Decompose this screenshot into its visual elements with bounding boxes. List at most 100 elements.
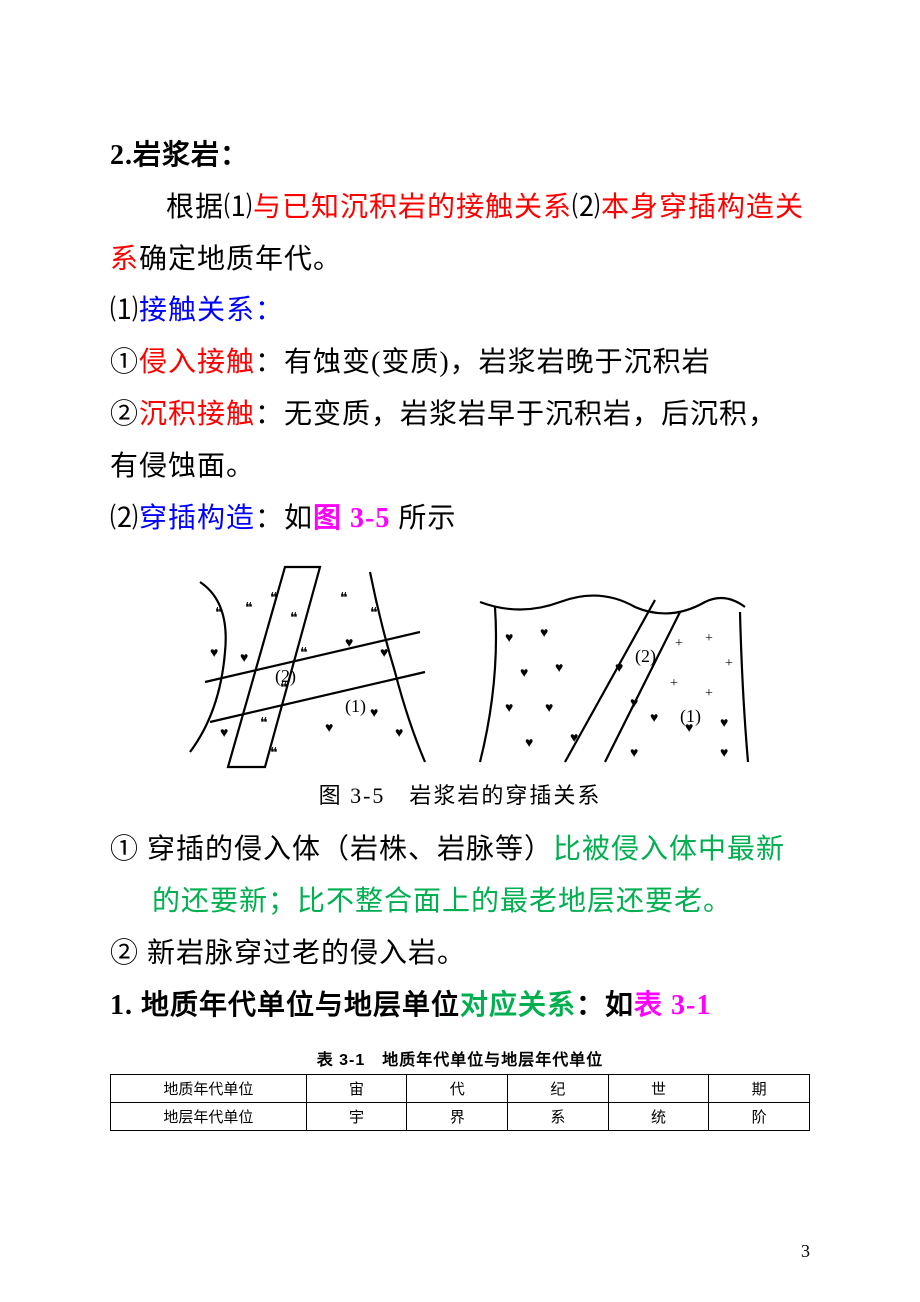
svg-text:♥: ♥ xyxy=(545,701,553,716)
p1-green1: 比被侵入体中最新 xyxy=(553,834,785,865)
table-row: 地质年代单位 宙 代 纪 世 期 xyxy=(111,1074,810,1102)
fig-right-label2: (2) xyxy=(635,646,656,667)
svg-text:♥: ♥ xyxy=(630,696,638,711)
p1-green2: 的还要新；比不整合面上的最老地层还要老。 xyxy=(152,886,732,917)
table-cell: 界 xyxy=(407,1102,508,1130)
item2-num: ② xyxy=(110,399,139,430)
section2-title: 岩浆岩： xyxy=(133,140,249,171)
sub1-num: ⑴ xyxy=(110,295,139,326)
item2-text-a: ：无变质，岩浆岩早于沉积岩，后沉积， xyxy=(255,399,777,430)
table-cell: 世 xyxy=(608,1074,709,1102)
page-number: 3 xyxy=(801,1241,810,1262)
afterfig-p2: ② 新岩脉穿过老的侵入岩。 xyxy=(110,928,810,980)
figure-left: ❝❝❝ ❝❝ ♥♥ ♥♥ ❝❝❝ ❝❝ ♥♥♥♥ (2) (1) xyxy=(170,562,430,772)
svg-text:❝: ❝ xyxy=(260,716,268,731)
svg-text:+: + xyxy=(705,631,713,646)
sub1: ⑴接触关系： xyxy=(110,285,810,337)
svg-text:♥: ♥ xyxy=(210,646,218,661)
section1-text-a: 地质年代单位与地层单位 xyxy=(141,990,460,1021)
afterfig-p1-line2: 的还要新；比不整合面上的最老地层还要老。 xyxy=(110,876,810,928)
svg-text:♥: ♥ xyxy=(345,636,353,651)
sub2: ⑵穿插构造：如图 3-5 所示 xyxy=(110,493,810,545)
svg-text:♥: ♥ xyxy=(630,746,638,761)
item1-label: 侵入接触 xyxy=(139,347,255,378)
table-cell: 代 xyxy=(407,1074,508,1102)
svg-text:♥: ♥ xyxy=(505,701,513,716)
section2-heading: 2.岩浆岩： xyxy=(110,130,810,182)
item2-line2: 有侵蚀面。 xyxy=(110,441,810,493)
table-cell: 宇 xyxy=(306,1102,407,1130)
svg-text:♥: ♥ xyxy=(525,736,533,751)
svg-text:❝: ❝ xyxy=(340,591,348,606)
svg-text:♥: ♥ xyxy=(540,626,548,641)
section1-tableref: 表 3-1 xyxy=(634,990,711,1021)
svg-text:❝: ❝ xyxy=(215,606,223,621)
sub2-label: 穿插构造 xyxy=(139,503,255,534)
p2-text: 新岩脉穿过老的侵入岩。 xyxy=(147,938,466,969)
intro-post: 确定地质年代。 xyxy=(139,244,342,275)
fig-right-label1: (1) xyxy=(680,706,701,727)
section1-text-b: ：如 xyxy=(576,990,634,1021)
table-cell: 地质年代单位 xyxy=(111,1074,307,1102)
p2-num: ② xyxy=(110,938,147,969)
svg-text:♥: ♥ xyxy=(555,661,563,676)
table-cell: 统 xyxy=(608,1102,709,1130)
table-cell: 纪 xyxy=(508,1074,609,1102)
svg-text:+: + xyxy=(725,656,733,671)
svg-text:♥: ♥ xyxy=(650,711,658,726)
table-caption: 表 3-1 地质年代单位与地层年代单位 xyxy=(110,1046,810,1070)
item2-label: 沉积接触 xyxy=(139,399,255,430)
item1: ①侵入接触：有蚀变(变质)，岩浆岩晚于沉积岩 xyxy=(110,337,810,389)
item1-text: ：有蚀变(变质)，岩浆岩晚于沉积岩 xyxy=(255,347,711,378)
section2-num: 2. xyxy=(110,140,133,171)
svg-text:❝: ❝ xyxy=(370,606,378,621)
figure-right: ♥♥♥♥ ♥♥♥♥ +++ ++ ♥♥♥ ♥♥ ♥♥ (2) (1) xyxy=(470,562,750,772)
svg-text:♥: ♥ xyxy=(240,651,248,666)
svg-text:♥: ♥ xyxy=(720,716,728,731)
p1-num: ① xyxy=(110,834,147,865)
fig-left-label2: (2) xyxy=(275,666,296,687)
afterfig-p1-line1: ① 穿插的侵入体（岩株、岩脉等）比被侵入体中最新 xyxy=(110,824,810,876)
table-cell: 宙 xyxy=(306,1074,407,1102)
svg-text:♥: ♥ xyxy=(505,631,513,646)
svg-text:+: + xyxy=(705,686,713,701)
figure-3-5: ❝❝❝ ❝❝ ♥♥ ♥♥ ❝❝❝ ❝❝ ♥♥♥♥ (2) (1) ♥♥♥♥ ♥♥… xyxy=(110,562,810,772)
svg-text:♥: ♥ xyxy=(570,731,578,746)
fig-left-label1: (1) xyxy=(345,696,366,717)
table-3-1: 地质年代单位 宙 代 纪 世 期 地层年代单位 宇 界 系 统 阶 xyxy=(110,1074,810,1131)
intro-mid: ⑵ xyxy=(572,192,601,223)
svg-text:♥: ♥ xyxy=(395,726,403,741)
p1-a: 穿插的侵入体（岩株、岩脉等） xyxy=(147,834,553,865)
item2-text-b: 有侵蚀面。 xyxy=(110,451,255,482)
svg-text:♥: ♥ xyxy=(370,706,378,721)
svg-text:♥: ♥ xyxy=(720,746,728,761)
svg-text:❝: ❝ xyxy=(270,746,278,761)
sub2-post: 所示 xyxy=(390,503,456,534)
svg-text:♥: ♥ xyxy=(380,646,388,661)
svg-text:♥: ♥ xyxy=(615,661,623,676)
sub2-num: ⑵ xyxy=(110,503,139,534)
section1: 1. 地质年代单位与地层单位对应关系：如表 3-1 xyxy=(110,980,810,1032)
svg-text:♥: ♥ xyxy=(325,721,333,736)
svg-text:+: + xyxy=(670,676,678,691)
item2-line1: ②沉积接触：无变质，岩浆岩早于沉积岩，后沉积， xyxy=(110,389,810,441)
item1-num: ① xyxy=(110,347,139,378)
svg-text:❝: ❝ xyxy=(290,611,298,626)
table-row: 地层年代单位 宇 界 系 统 阶 xyxy=(111,1102,810,1130)
table-cell: 期 xyxy=(709,1074,810,1102)
section1-green: 对应关系 xyxy=(460,990,576,1021)
intro-pre: 根据⑴ xyxy=(166,192,253,223)
sub2-mid: ：如 xyxy=(255,503,313,534)
svg-text:❝: ❝ xyxy=(270,591,278,606)
table-cell: 地层年代单位 xyxy=(111,1102,307,1130)
svg-text:♥: ♥ xyxy=(220,726,228,741)
section1-num: 1. xyxy=(110,990,141,1021)
svg-text:+: + xyxy=(675,636,683,651)
svg-text:❝: ❝ xyxy=(245,601,253,616)
section2-intro: 根据⑴与已知沉积岩的接触关系⑵本身穿插构造关系确定地质年代。 xyxy=(110,182,810,286)
figure-caption: 图 3-5 岩浆岩的穿插关系 xyxy=(110,778,810,810)
intro-red1: 与已知沉积岩的接触关系 xyxy=(253,192,572,223)
svg-text:♥: ♥ xyxy=(520,666,528,681)
svg-text:❝: ❝ xyxy=(300,646,308,661)
sub2-figref: 图 3-5 xyxy=(313,503,390,534)
